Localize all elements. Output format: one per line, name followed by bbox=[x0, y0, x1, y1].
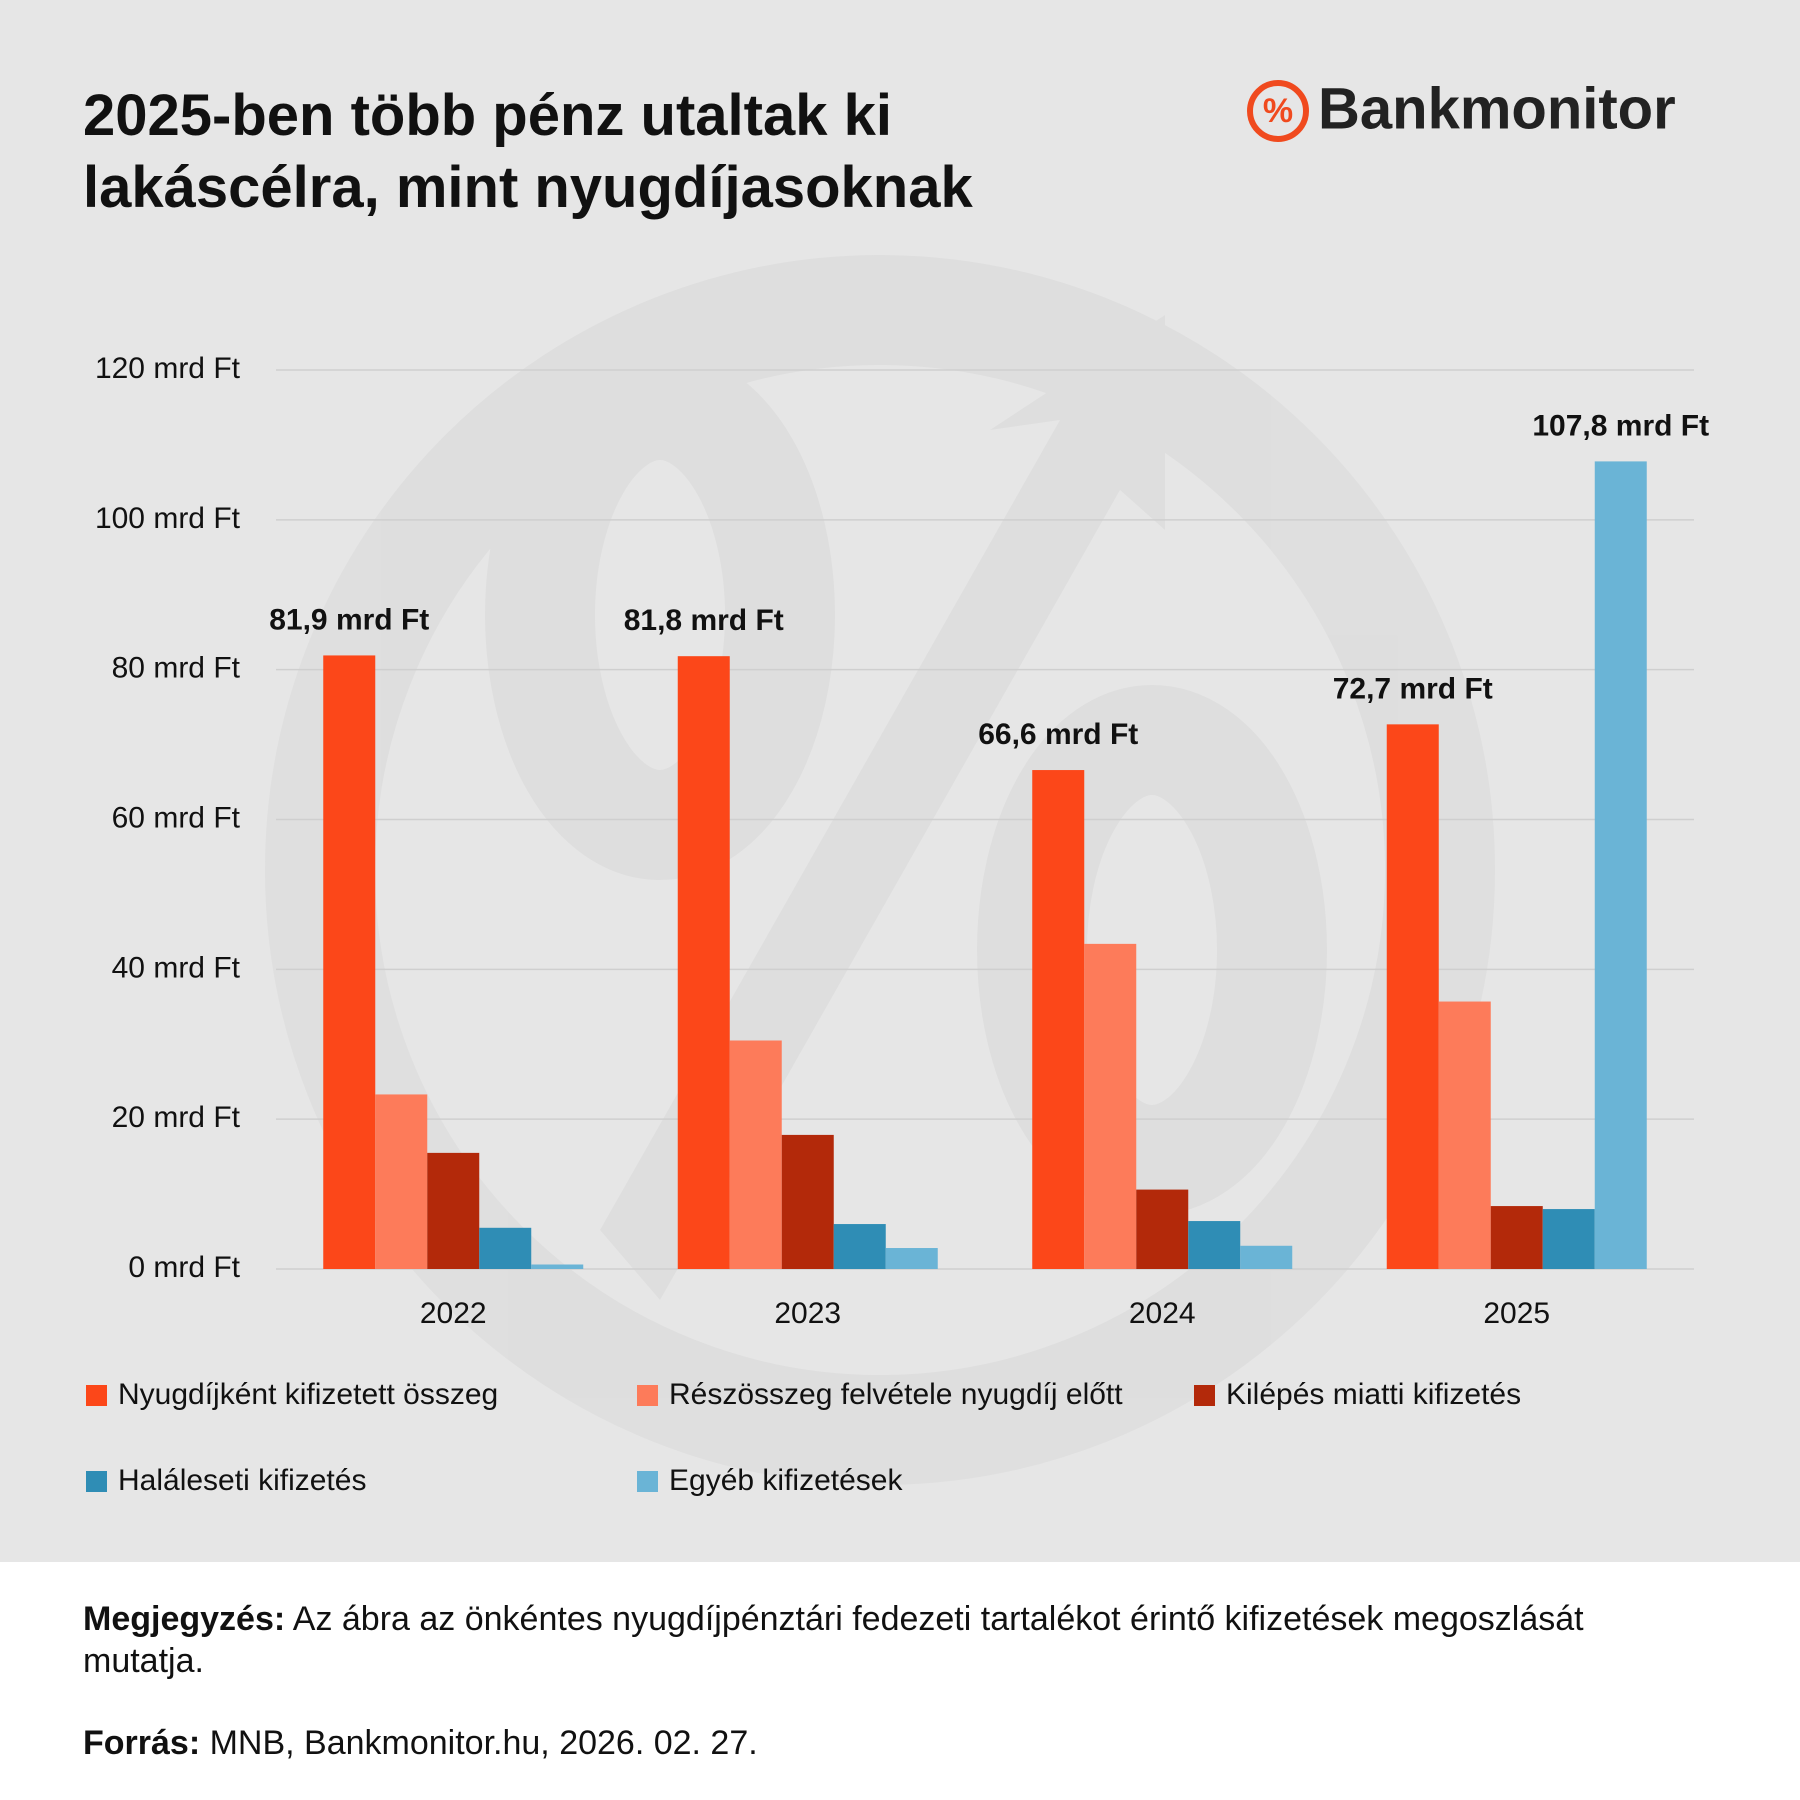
y-tick-label: 120 mrd Ft bbox=[95, 352, 241, 385]
legend-label: Részösszeg felvétele nyugdíj előtt bbox=[669, 1378, 1123, 1411]
bar bbox=[479, 1227, 532, 1269]
legend-swatch bbox=[637, 1471, 658, 1492]
bar bbox=[1438, 1001, 1491, 1269]
chart: 2025-ben több pénz utaltak ki lakáscélra,… bbox=[0, 0, 1800, 1562]
x-tick-label: 2023 bbox=[774, 1297, 841, 1330]
bar bbox=[833, 1224, 886, 1269]
value-label: 72,7 mrd Ft bbox=[1333, 672, 1493, 705]
bar bbox=[677, 656, 730, 1269]
x-tick-label: 2022 bbox=[420, 1297, 487, 1330]
source: Forrás: MNB, Bankmonitor.hu, 2026. 02. 2… bbox=[83, 1722, 1683, 1764]
watermark-ring bbox=[265, 255, 1495, 1485]
watermark-dot bbox=[485, 350, 835, 880]
bar bbox=[1136, 1189, 1189, 1269]
logo-glyph: % bbox=[1263, 92, 1293, 130]
watermark-dot bbox=[977, 685, 1327, 1215]
y-tick-label: 60 mrd Ft bbox=[112, 801, 241, 834]
bar bbox=[323, 655, 376, 1269]
bar bbox=[1386, 724, 1439, 1269]
legend-label: Egyéb kifizetések bbox=[669, 1464, 903, 1497]
legend-label: Nyugdíjként kifizetett összeg bbox=[118, 1378, 498, 1411]
value-label: 81,8 mrd Ft bbox=[624, 604, 784, 637]
source-label: Forrás: bbox=[83, 1724, 201, 1762]
bar bbox=[531, 1264, 584, 1269]
note-label: Megjegyzés: bbox=[83, 1600, 286, 1638]
x-tick-label: 2025 bbox=[1483, 1297, 1550, 1330]
chart-title: 2025-ben több pénz utaltak ki lakáscélra,… bbox=[83, 83, 973, 220]
y-tick-label: 40 mrd Ft bbox=[112, 951, 241, 984]
note-text: Az ábra az önkéntes nyugdíjpénztári fede… bbox=[83, 1600, 1584, 1680]
y-tick-label: 20 mrd Ft bbox=[112, 1101, 241, 1134]
bar bbox=[1188, 1221, 1241, 1269]
bar bbox=[885, 1248, 938, 1269]
bar bbox=[729, 1040, 782, 1269]
bar bbox=[1032, 770, 1085, 1269]
bar bbox=[1490, 1206, 1543, 1269]
bar bbox=[781, 1134, 834, 1269]
logo: % Bankmonitor bbox=[1247, 76, 1676, 142]
source-text: MNB, Bankmonitor.hu, 2026. 02. 27. bbox=[209, 1724, 758, 1762]
legend-swatch bbox=[86, 1385, 107, 1406]
x-tick-label: 2024 bbox=[1129, 1297, 1196, 1330]
bar bbox=[1084, 943, 1137, 1269]
y-tick-label: 80 mrd Ft bbox=[112, 652, 241, 685]
bar bbox=[1542, 1209, 1595, 1269]
legend-swatch bbox=[86, 1471, 107, 1492]
y-tick-label: 0 mrd Ft bbox=[128, 1251, 240, 1284]
bar bbox=[1240, 1245, 1293, 1269]
logo-icon bbox=[1247, 80, 1309, 142]
legend-label: Haláleseti kifizetés bbox=[118, 1464, 366, 1497]
value-label: 66,6 mrd Ft bbox=[978, 718, 1138, 751]
value-label: 107,8 mrd Ft bbox=[1532, 409, 1709, 442]
bar bbox=[375, 1094, 428, 1269]
legend-swatch bbox=[1194, 1385, 1215, 1406]
logo-text: Bankmonitor bbox=[1318, 76, 1676, 141]
bar bbox=[1594, 461, 1647, 1270]
y-tick-label: 100 mrd Ft bbox=[95, 502, 241, 535]
note: Megjegyzés: Az ábra az önkéntes nyugdíjp… bbox=[83, 1598, 1683, 1682]
legend-swatch bbox=[637, 1385, 658, 1406]
legend-label: Kilépés miatti kifizetés bbox=[1226, 1378, 1521, 1411]
value-label: 81,9 mrd Ft bbox=[269, 603, 429, 636]
bar bbox=[427, 1152, 480, 1269]
